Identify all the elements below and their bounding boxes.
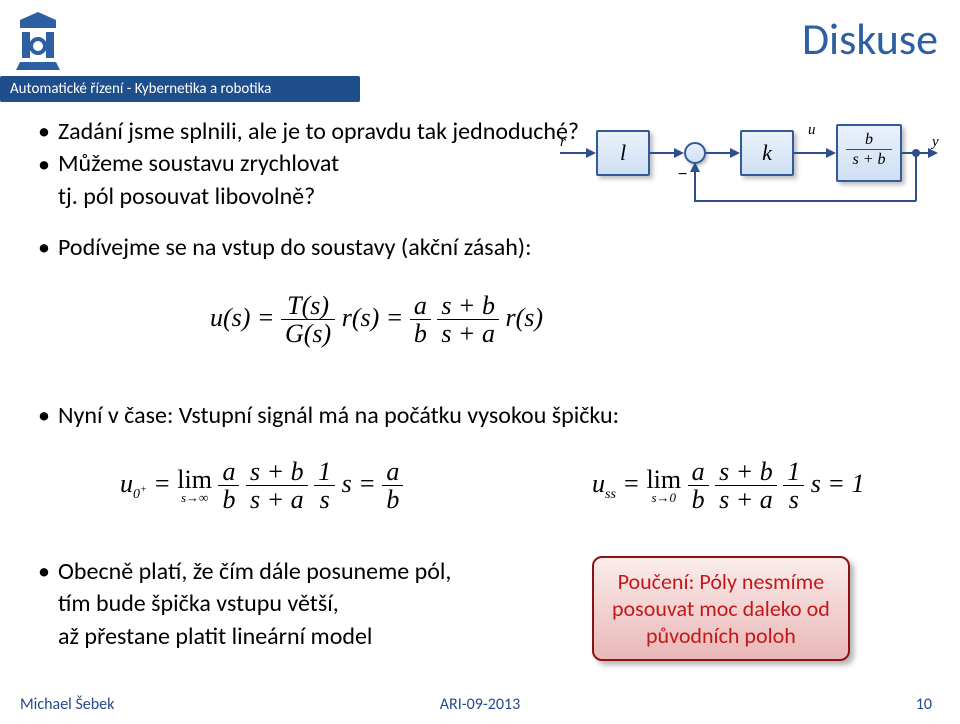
arrow-line (560, 152, 588, 154)
eq-part: s = 1 (811, 469, 865, 498)
eq-part: s (314, 486, 335, 513)
bullet-text: Podívejme se na vstup do soustavy (akční… (58, 232, 898, 264)
arrow-line (706, 152, 732, 154)
university-logo-icon (12, 10, 64, 72)
eq-part: b (688, 486, 709, 513)
block-l: l (596, 130, 650, 176)
bullet-dot: • (38, 116, 50, 148)
eq-part: 1 (314, 458, 335, 486)
eq-part: s + b (246, 458, 308, 486)
eq-part: a (688, 458, 709, 486)
eq-part: s + a (437, 320, 499, 347)
arrow-line (915, 153, 917, 201)
eq-part: s + b (437, 292, 499, 320)
bullet-text: Nyní v čase: Vstupní signál má na počátk… (58, 400, 898, 432)
eq-part: s + a (246, 486, 308, 513)
bullet-dot: • (38, 556, 50, 588)
eq-part: s→∞ (177, 492, 212, 504)
lesson-callout: Poučení: Póly nesmíme posouvat moc dalek… (592, 556, 850, 661)
signal-label-u: u (808, 122, 816, 139)
footer-page-number: 10 (916, 695, 932, 714)
eq-part: + (140, 484, 147, 495)
arrow-line (694, 200, 916, 202)
callout-line: původních poloh (612, 622, 830, 649)
bullet-dot: • (38, 400, 50, 432)
tf-den: s + b (838, 150, 900, 169)
footer-course-code: ARI-09-2013 (440, 695, 520, 714)
eq-part: = (153, 469, 177, 498)
arrow-head-icon (826, 148, 836, 158)
callout-line: posouvat moc daleko od (612, 595, 830, 622)
block-transfer-function: b s + b (836, 124, 902, 182)
eq-part: u(s) = (210, 303, 274, 332)
slide-title: Diskuse (802, 12, 938, 66)
banner-part2: Kybernetika a robotika (135, 80, 272, 98)
course-banner: Automatické řízení - Kybernetika a robot… (0, 76, 360, 102)
arrow-line (794, 152, 828, 154)
callout-line: Poučení: Póly nesmíme (612, 568, 830, 595)
eq-part: b (410, 320, 431, 347)
eq-part: lim (646, 468, 681, 491)
eq-part: s→0 (646, 492, 681, 504)
signal-label-r: r (560, 134, 566, 151)
eq-part: a (410, 292, 431, 320)
arrow-head-icon (586, 148, 596, 158)
eq-part: u (592, 469, 605, 498)
bullet-group-2: • Podívejme se na vstup do soustavy (akč… (58, 232, 898, 264)
eq-part: s + a (715, 486, 777, 513)
eq-part: a (218, 458, 239, 486)
equation-main: u(s) = T(s) G(s) r(s) = a b s + b s + a … (210, 292, 543, 348)
equation-limit-right: uss = lim s→0 ab s + bs + a 1s s = 1 (592, 458, 864, 514)
eq-part: 0 (133, 487, 140, 502)
eq-part: r(s) (505, 303, 543, 332)
bullet-dot: • (38, 149, 50, 181)
footer-author: Michael Šebek (20, 695, 114, 714)
arrow-head-icon (690, 162, 700, 172)
minus-sign: − (678, 166, 687, 184)
bullet-group-3: • Nyní v čase: Vstupní signál má na počá… (58, 400, 898, 432)
equation-limit-left: u0+ = lim s→∞ ab s + bs + a 1s s = ab (120, 458, 403, 514)
eq-part: T(s) (281, 292, 335, 320)
eq-part: u (120, 469, 133, 498)
eq-part: 1 (783, 458, 804, 486)
eq-part: r(s) = (342, 303, 404, 332)
eq-part: a (382, 458, 403, 486)
arrow-line (650, 152, 676, 154)
arrow-head-icon (730, 148, 740, 158)
eq-part: b (382, 486, 403, 513)
eq-part: b (218, 486, 239, 513)
eq-part: s = (342, 469, 376, 498)
eq-part: lim (177, 468, 212, 491)
eq-part: s + b (715, 458, 777, 486)
bullet-dot: • (38, 232, 50, 264)
eq-part: s (783, 486, 804, 513)
arrow-head-icon (674, 148, 684, 158)
tf-num: b (846, 130, 892, 150)
eq-part: G(s) (281, 320, 335, 347)
banner-part1: Automatické řízení - (10, 80, 135, 98)
eq-part: ss (605, 487, 616, 502)
block-k: k (740, 130, 794, 176)
eq-part: = (622, 469, 646, 498)
block-diagram: r l − k u b s + b y (560, 122, 940, 214)
signal-label-y: y (932, 134, 939, 151)
summing-junction (684, 142, 706, 164)
